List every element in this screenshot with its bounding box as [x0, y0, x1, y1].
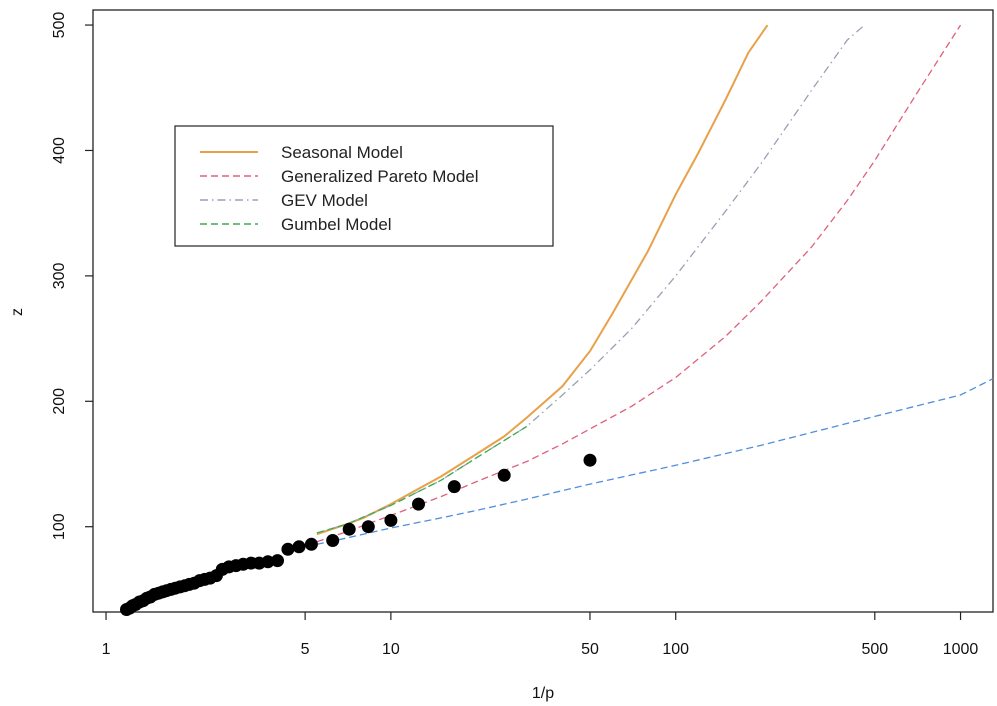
series-line-0	[316, 24, 769, 536]
y-tick-label: 300	[51, 262, 68, 289]
observation-point	[271, 554, 284, 568]
observation-point	[342, 522, 356, 536]
x-tick-label: 5	[301, 641, 310, 658]
observation-point	[361, 520, 375, 534]
x-tick-label: 50	[581, 641, 599, 658]
observation-point	[292, 540, 306, 554]
x-tick-label: 10	[382, 641, 400, 658]
y-tick-label: 100	[51, 513, 68, 540]
observation-point	[412, 497, 425, 511]
x-tick-label: 500	[861, 641, 888, 658]
observation-point	[583, 453, 597, 467]
legend: Seasonal Model Generalized Pareto Model GE…	[174, 125, 554, 247]
y-tick-label: 500	[51, 12, 68, 39]
series-line-3	[316, 425, 528, 534]
legend-label: GEV Model	[281, 191, 368, 210]
x-axis-title: 1/p	[532, 685, 554, 702]
series-line-2	[316, 24, 865, 534]
x-tick-label: 1	[102, 641, 111, 658]
observation-point	[304, 537, 318, 551]
series-line-4	[316, 378, 994, 545]
y-axis-title: z	[9, 308, 26, 316]
plot-frame	[92, 9, 994, 613]
legend-label: Seasonal Model	[281, 143, 403, 162]
observation-point	[384, 513, 398, 527]
legend-label: Gumbel Model	[281, 215, 392, 234]
y-tick-label: 200	[51, 388, 68, 415]
x-tick-label: 1000	[943, 641, 979, 658]
legend-label: Generalized Pareto Model	[281, 167, 479, 186]
observation-point	[261, 555, 275, 569]
observation-point	[497, 468, 511, 482]
y-axis: 100 200 300 400 500	[51, 12, 93, 540]
curves-layer	[316, 24, 994, 545]
observation-point	[447, 480, 461, 494]
observations-layer	[120, 453, 597, 616]
x-axis: 1 5 10 50 100 500 1000	[102, 612, 979, 658]
observation-point	[281, 542, 295, 556]
x-tick-label: 100	[662, 641, 689, 658]
legend-box	[174, 125, 554, 247]
series-line-1	[316, 24, 962, 543]
y-tick-label: 400	[51, 137, 68, 164]
observation-point	[326, 534, 340, 547]
